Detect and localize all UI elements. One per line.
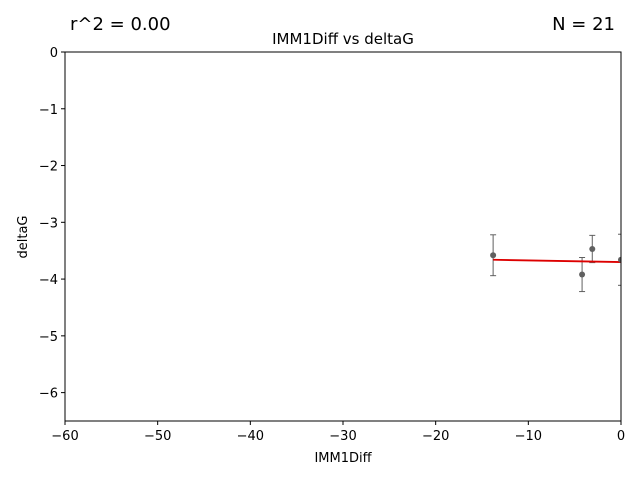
x-tick-label: −20: [422, 429, 449, 444]
x-axis: −60 −50 −40 −30 −20 −10 0: [51, 421, 625, 444]
data-point: [490, 252, 497, 259]
y-tick-label: 0: [50, 46, 58, 61]
data-point: [579, 271, 586, 278]
n-count-label: N = 21: [552, 14, 615, 35]
plot-area: 0 −1 −2 −3 −4 −5 −6 −60 −50 −40 −30 −20 −10 0: [39, 46, 625, 444]
x-tick-label: −50: [144, 429, 171, 444]
chart-title: IMM1Diff vs deltaG: [272, 30, 414, 48]
y-tick-label: −6: [39, 387, 58, 402]
data-point: [589, 245, 596, 252]
data-layer: [490, 233, 621, 293]
plot-frame: [64, 51, 622, 422]
fit-line: [493, 258, 621, 263]
y-tick-label: −1: [39, 103, 58, 118]
data-point: [618, 256, 621, 263]
y-tick-label: −5: [39, 330, 58, 345]
x-axis-label: IMM1Diff: [314, 451, 372, 466]
x-tick-label: −10: [515, 429, 542, 444]
x-tick-label: −40: [237, 429, 264, 444]
y-axis-label: deltaG: [16, 216, 31, 259]
y-tick-label: −3: [39, 216, 58, 231]
x-tick-label: −60: [51, 429, 78, 444]
y-tick-label: −4: [39, 273, 58, 288]
y-tick-label: −2: [39, 160, 58, 175]
x-tick-label: −30: [329, 429, 356, 444]
y-axis: 0 −1 −2 −3 −4 −5 −6: [39, 46, 65, 402]
r-squared-label: r^2 = 0.00: [70, 14, 171, 35]
x-tick-label: 0: [617, 429, 625, 444]
